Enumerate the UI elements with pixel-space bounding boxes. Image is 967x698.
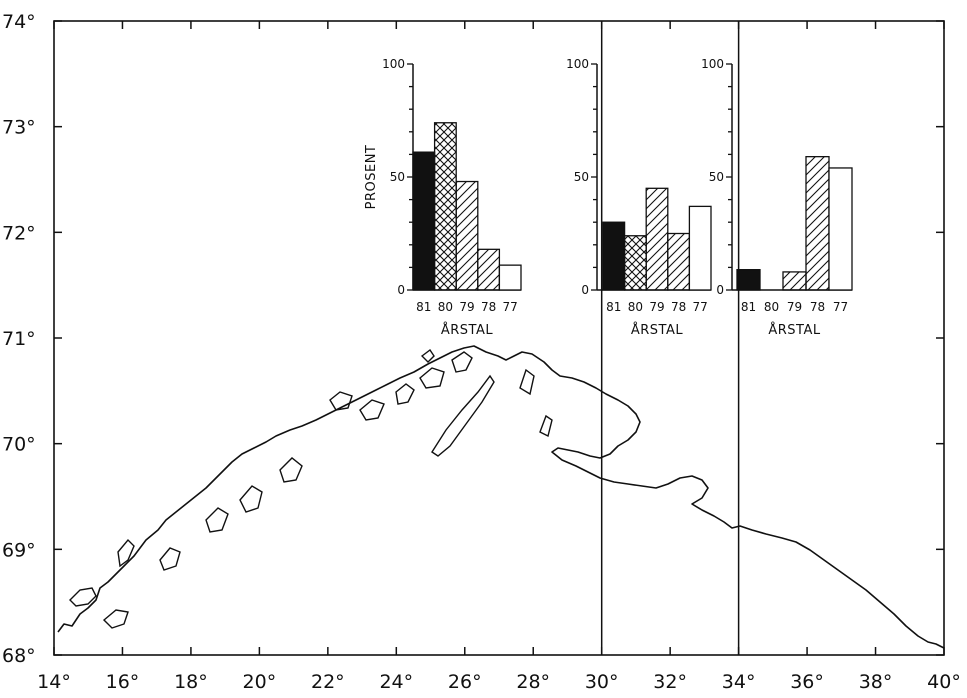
bar-category-label: 80 bbox=[438, 300, 453, 314]
map-x-tick-label: 18° bbox=[174, 671, 208, 693]
bar-79 bbox=[782, 271, 807, 291]
bar-81 bbox=[602, 221, 626, 291]
map-y-tick-label: 68° bbox=[2, 645, 36, 667]
bar-category-label: 77 bbox=[503, 300, 518, 314]
map-x-tick-label: 36° bbox=[790, 671, 824, 693]
islands bbox=[69, 348, 553, 629]
bar-y-tick-label: 50 bbox=[390, 170, 405, 184]
bar-77 bbox=[828, 167, 853, 291]
bar-category-label: 78 bbox=[481, 300, 496, 314]
bar-81 bbox=[412, 151, 436, 291]
bar-77 bbox=[688, 205, 712, 291]
map-x-tick-label: 24° bbox=[379, 671, 413, 693]
bar-79 bbox=[455, 180, 479, 291]
bar-79 bbox=[645, 187, 669, 291]
map-x-tick-label: 20° bbox=[243, 671, 277, 693]
map-y-tick-label: 74° bbox=[2, 11, 36, 33]
bar-category-label: 81 bbox=[416, 300, 431, 314]
longitude-dividers bbox=[600, 21, 740, 655]
bar-y-tick-label: 50 bbox=[709, 170, 724, 184]
bar-y-tick-label: 0 bbox=[397, 283, 405, 297]
bar-78 bbox=[667, 232, 691, 291]
map-x-tick-label: 28° bbox=[516, 671, 550, 693]
map-y-tick-label: 69° bbox=[2, 539, 36, 561]
bar-x-axis-title: ÅRSTAL bbox=[441, 322, 494, 338]
bar-category-label: 78 bbox=[671, 300, 686, 314]
map-y-tick-label: 71° bbox=[2, 328, 36, 350]
bar-y-tick-label: 100 bbox=[566, 57, 589, 71]
map-tick-labels: 14° 16° 18° 20° 22° 24° 26° 28° 30° 32° 34° 36° 38° 4… bbox=[2, 11, 961, 693]
bar-80 bbox=[623, 235, 647, 291]
bar-77 bbox=[498, 264, 522, 291]
bar-x-axis-title: ÅRSTAL bbox=[768, 322, 821, 338]
map-x-tick-label: 34° bbox=[722, 671, 756, 693]
bar-chart-2: 0 50 100 81 80 79 78 77 ÅRSTAL bbox=[566, 57, 712, 338]
bar-y-tick-label: 100 bbox=[382, 57, 405, 71]
map-x-tick-label: 40° bbox=[927, 671, 961, 693]
map-frame bbox=[53, 20, 945, 656]
map-x-tick-label: 26° bbox=[448, 671, 482, 693]
bar-category-label: 78 bbox=[810, 300, 825, 314]
bar-y-tick-label: 0 bbox=[716, 283, 724, 297]
bar-category-label: 81 bbox=[606, 300, 621, 314]
bar-78 bbox=[805, 156, 830, 291]
bar-y-tick-label: 0 bbox=[581, 283, 589, 297]
bar-category-label: 79 bbox=[459, 300, 474, 314]
bar-y-axis-title: PROSENT bbox=[364, 145, 379, 210]
map-x-tick-label: 30° bbox=[585, 671, 619, 693]
bar-chart-1: 0 50 100 81 80 79 78 77 ÅRSTAL PROSENT bbox=[364, 57, 522, 338]
map-x-tick-label: 32° bbox=[653, 671, 687, 693]
map-y-tick-label: 73° bbox=[2, 117, 36, 139]
bar-charts: 0 50 100 81 80 79 78 77 ÅRSTAL PROSENT 0 50 100 81 80 7… bbox=[364, 57, 853, 338]
map-y-tick-label: 70° bbox=[2, 434, 36, 456]
map-x-tick-label: 22° bbox=[311, 671, 345, 693]
bar-category-label: 80 bbox=[764, 300, 779, 314]
bar-y-tick-label: 50 bbox=[574, 170, 589, 184]
bar-78 bbox=[477, 248, 501, 291]
bar-category-label: 80 bbox=[628, 300, 643, 314]
map-y-tick-label: 72° bbox=[2, 222, 36, 244]
bar-chart-3: 0 50 100 81 80 79 78 77 ÅRSTAL bbox=[701, 57, 853, 338]
coastline bbox=[57, 345, 945, 649]
map-x-tick-label: 38° bbox=[859, 671, 893, 693]
bar-81 bbox=[736, 269, 761, 291]
bar-y-tick-label: 100 bbox=[701, 57, 724, 71]
bar-category-label: 77 bbox=[833, 300, 848, 314]
bar-80 bbox=[433, 122, 457, 291]
map-ticks bbox=[53, 20, 945, 656]
bar-category-label: 79 bbox=[649, 300, 664, 314]
bar-x-axis-title: ÅRSTAL bbox=[631, 322, 684, 338]
bar-category-label: 79 bbox=[787, 300, 802, 314]
bar-category-label: 81 bbox=[741, 300, 756, 314]
map-x-tick-label: 16° bbox=[106, 671, 140, 693]
bar-category-label: 77 bbox=[693, 300, 708, 314]
map-x-tick-label: 14° bbox=[37, 671, 71, 693]
